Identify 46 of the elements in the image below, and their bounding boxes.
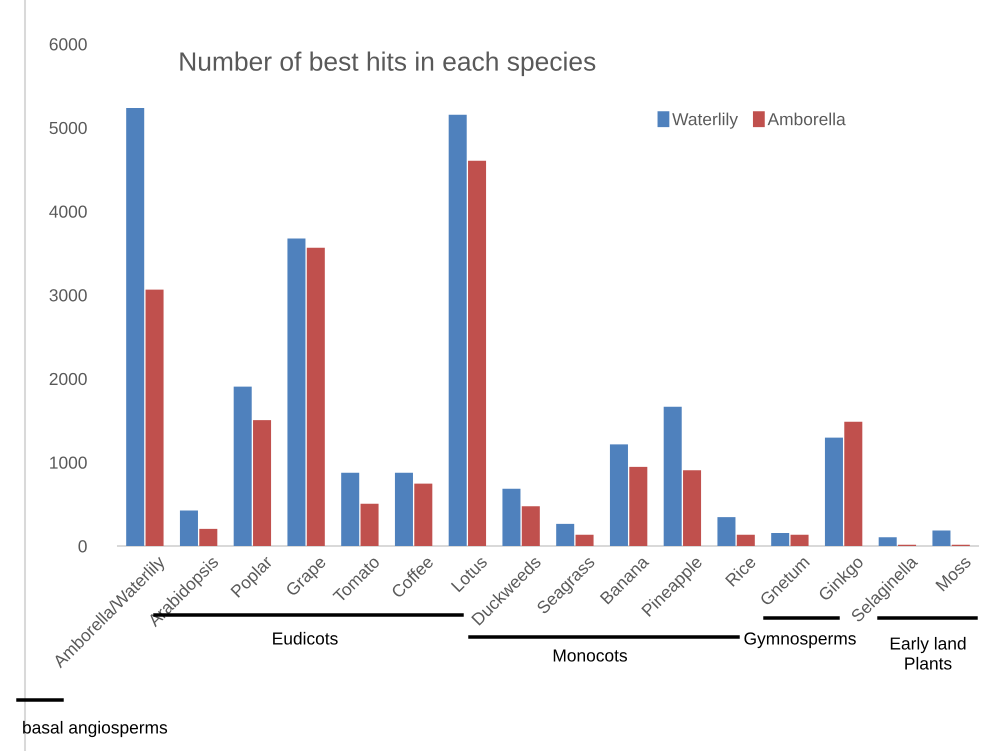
text: Early land Plants bbox=[890, 636, 966, 670]
bar bbox=[360, 504, 379, 546]
bar bbox=[629, 466, 648, 546]
bar bbox=[180, 510, 198, 546]
bar bbox=[844, 422, 862, 546]
y-tick-label: 2000 bbox=[50, 372, 87, 386]
legend-label: Waterlily bbox=[672, 112, 738, 129]
bar bbox=[878, 537, 897, 546]
bar bbox=[522, 506, 540, 546]
bar bbox=[287, 238, 306, 546]
bar bbox=[502, 488, 520, 546]
bar bbox=[736, 534, 755, 546]
bar bbox=[468, 160, 486, 546]
bar bbox=[253, 420, 272, 546]
bar bbox=[234, 386, 252, 546]
bar bbox=[717, 517, 736, 546]
bar bbox=[394, 472, 413, 546]
text: Monocots bbox=[554, 650, 628, 662]
text: basal angiosperms bbox=[23, 720, 168, 738]
bar bbox=[790, 534, 809, 546]
bar bbox=[414, 484, 432, 546]
bar bbox=[664, 406, 682, 546]
bar bbox=[683, 470, 702, 546]
bar bbox=[824, 438, 843, 546]
bar bbox=[448, 114, 467, 546]
y-tick-label: 3000 bbox=[49, 289, 87, 302]
y-tick-label: 5000 bbox=[50, 122, 87, 134]
bar bbox=[556, 524, 574, 546]
x-tick-label: Rice bbox=[724, 554, 757, 587]
bar bbox=[771, 533, 790, 546]
bar bbox=[576, 534, 594, 546]
bar bbox=[932, 530, 950, 546]
bar bbox=[199, 528, 218, 546]
legend-label: Amborella bbox=[768, 112, 846, 126]
bar bbox=[126, 108, 144, 546]
text: Eudicots bbox=[273, 632, 338, 645]
bar bbox=[306, 248, 325, 546]
chart-title: Number of best hits in each species bbox=[180, 52, 596, 76]
bar bbox=[610, 444, 628, 546]
bar bbox=[146, 290, 164, 546]
bar bbox=[341, 472, 360, 546]
y-tick-label: 1000 bbox=[50, 456, 87, 469]
y-tick-label: 4000 bbox=[49, 206, 87, 218]
text: Gymnosperms bbox=[744, 632, 856, 648]
y-tick-label: 0 bbox=[78, 540, 87, 552]
y-tick-label: 6000 bbox=[50, 38, 87, 50]
